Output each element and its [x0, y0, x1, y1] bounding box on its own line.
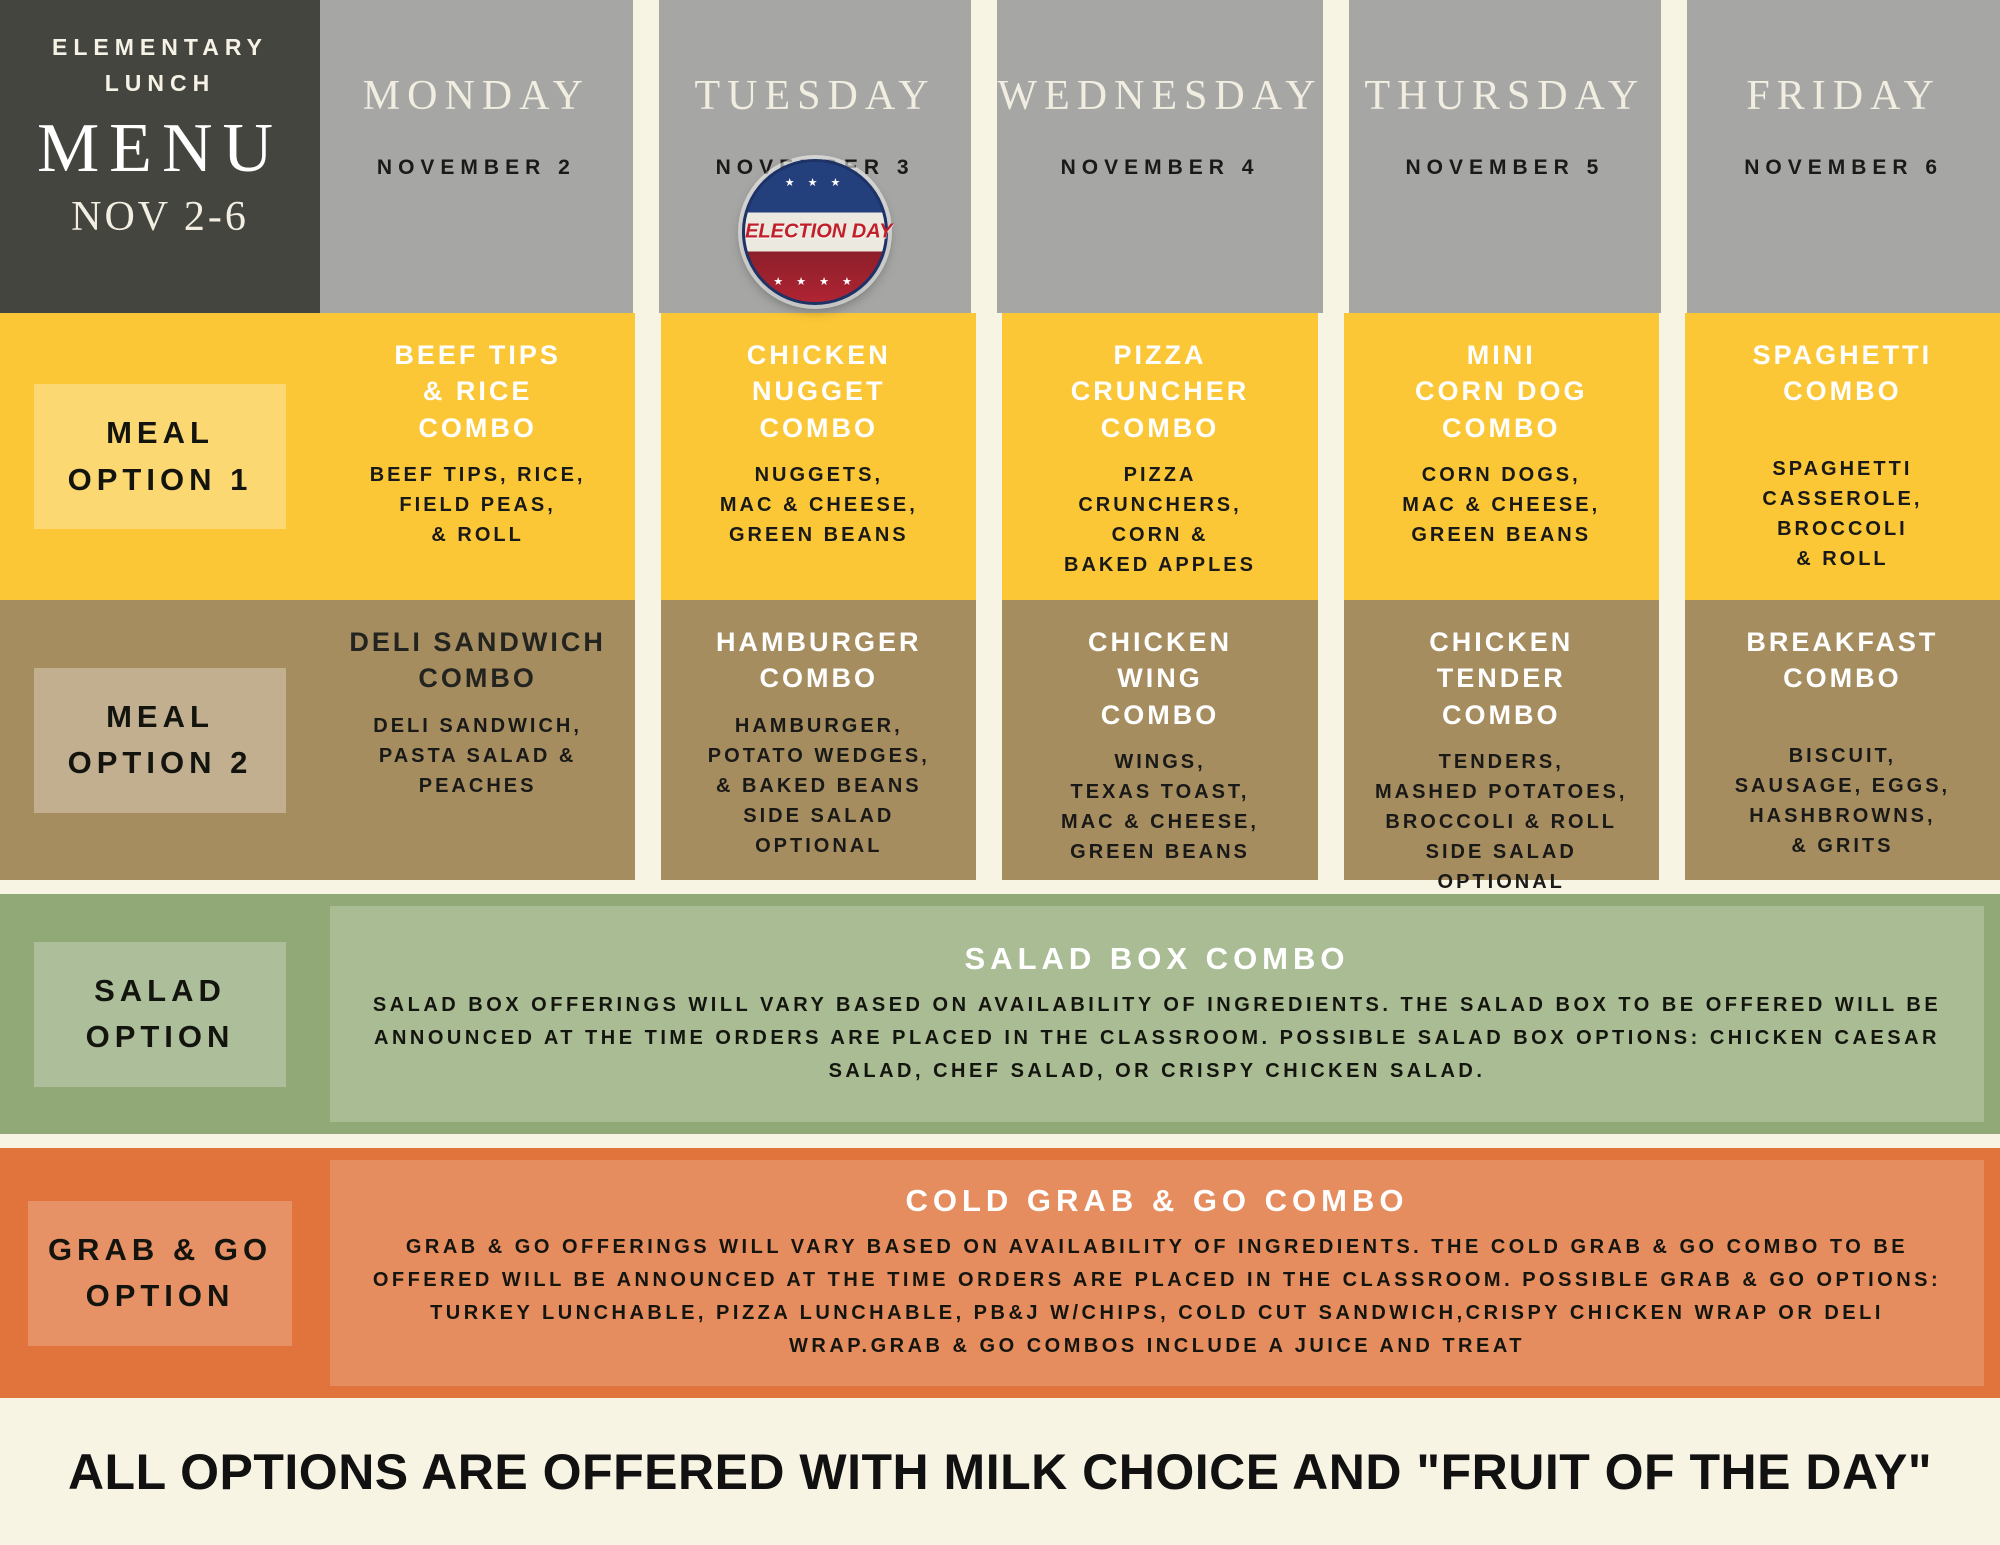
day-header-wednesday: WEDNESDAY NOVEMBER 4	[997, 0, 1323, 313]
meal2-monday-cell: DELI SANDWICH COMBO DELI SANDWICH, PASTA…	[320, 600, 636, 880]
salad-option-label-cell: SALAD OPTION	[0, 941, 320, 1087]
meal2-wednesday-cell: CHICKEN WING COMBO WINGS, TEXAS TOAST, M…	[1002, 600, 1318, 880]
menu-title-block: ELEMENTARY LUNCH MENU NOV 2-6	[0, 0, 320, 313]
combo-details: BEEF TIPS, RICE, FIELD PEAS, & ROLL	[369, 464, 586, 547]
row-divider	[0, 880, 2000, 894]
combo-title: CHICKEN NUGGET COMBO	[746, 340, 891, 443]
column-divider	[635, 600, 662, 880]
grab-and-go-description: GRAB & GO OFFERINGS WILL VARY BASED ON A…	[372, 1236, 1942, 1357]
row-divider	[0, 1134, 2000, 1148]
grab-and-go-row: GRAB & GO OPTION COLD GRAB & GO COMBO GR…	[0, 1148, 2000, 1398]
meal-option-2-label-cell: MEAL OPTION 2	[0, 600, 320, 880]
day-date: NOVEMBER 4	[1060, 156, 1260, 179]
combo-title: BREAKFAST COMBO	[1746, 627, 1939, 694]
combo-title: PIZZA CRUNCHER COMBO	[1070, 340, 1250, 443]
combo-title: DELI SANDWICH COMBO	[349, 627, 606, 694]
column-divider	[635, 313, 662, 600]
combo-title: HAMBURGER COMBO	[716, 627, 922, 694]
combo-details: NUGGETS, MAC & CHEESE, GREEN BEANS	[719, 464, 918, 547]
combo-details: SPAGHETTI CASSEROLE, BROCCOLI & ROLL	[1762, 457, 1923, 570]
combo-title: CHICKEN TENDER COMBO	[1429, 627, 1574, 730]
election-day-badge: ★ ★ ★ ELECTION DAY ★ ★ ★ ★	[742, 159, 893, 305]
day-name: THURSDAY	[1364, 73, 1646, 119]
grab-and-go-content: COLD GRAB & GO COMBO GRAB & GO OFFERINGS…	[330, 1160, 1984, 1386]
day-name: WEDNESDAY	[997, 73, 1323, 119]
day-name: TUESDAY	[694, 73, 936, 119]
meal2-tuesday-cell: HAMBURGER COMBO HAMBURGER, POTATO WEDGES…	[661, 600, 977, 880]
meal1-monday-cell: BEEF TIPS & RICE COMBO BEEF TIPS, RICE, …	[320, 313, 636, 600]
column-divider	[971, 0, 998, 313]
salad-option-label: SALAD OPTION	[34, 941, 286, 1087]
badge-stars-icon: ★ ★ ★	[784, 177, 846, 189]
day-date: NOVEMBER 5	[1405, 156, 1605, 179]
combo-details: WINGS, TEXAS TOAST, MAC & CHEESE, GREEN …	[1061, 751, 1259, 864]
combo-details: HAMBURGER, POTATO WEDGES, & BAKED BEANS …	[707, 714, 930, 857]
meal-option-1-row: MEAL OPTION 1 BEEF TIPS & RICE COMBO BEE…	[0, 313, 2000, 600]
combo-title: MINI CORN DOG COMBO	[1414, 340, 1588, 443]
combo-details: DELI SANDWICH, PASTA SALAD & PEACHES	[373, 714, 582, 797]
column-divider	[1658, 313, 1685, 600]
footer-row: ALL OPTIONS ARE OFFERED WITH MILK CHOICE…	[0, 1398, 2000, 1545]
column-divider	[976, 313, 1003, 600]
meal1-friday-cell: SPAGHETTI COMBO SPAGHETTI CASSEROLE, BRO…	[1684, 313, 2000, 600]
day-date: NOVEMBER 2	[376, 156, 576, 179]
day-header-friday: FRIDAY NOVEMBER 6	[1687, 0, 2000, 313]
day-header-monday: MONDAY NOVEMBER 2	[320, 0, 633, 313]
meal1-thursday-cell: MINI CORN DOG COMBO CORN DOGS, MAC & CHE…	[1343, 313, 1659, 600]
meal-option-1-label-cell: MEAL OPTION 1	[0, 313, 320, 600]
salad-option-row: SALAD OPTION SALAD BOX COMBO SALAD BOX O…	[0, 894, 2000, 1134]
meal-option-2-label: MEAL OPTION 2	[34, 667, 286, 813]
column-divider	[1317, 313, 1344, 600]
school-label: ELEMENTARY LUNCH	[52, 34, 268, 96]
combo-details: BISCUIT, SAUSAGE, EGGS, HASHBROWNS, & GR…	[1734, 744, 1951, 857]
column-divider	[1661, 0, 1688, 313]
meal2-thursday-cell: CHICKEN TENDER COMBO TENDERS, MASHED POT…	[1343, 600, 1659, 893]
week-header-row: ELEMENTARY LUNCH MENU NOV 2-6 MONDAY NOV…	[0, 0, 2000, 313]
combo-title: SPAGHETTI COMBO	[1752, 340, 1933, 407]
meal1-tuesday-cell: CHICKEN NUGGET COMBO NUGGETS, MAC & CHEE…	[661, 313, 977, 600]
combo-title: CHICKEN WING COMBO	[1088, 627, 1233, 730]
combo-details: TENDERS, MASHED POTATOES, BROCCOLI & ROL…	[1374, 751, 1628, 894]
column-divider	[1658, 600, 1685, 880]
day-date: NOVEMBER 6	[1744, 156, 1944, 179]
menu-date-range: NOV 2-6	[71, 194, 249, 241]
day-header-thursday: THURSDAY NOVEMBER 5	[1348, 0, 1662, 313]
grab-and-go-label-cell: GRAB & GO OPTION	[0, 1200, 320, 1346]
combo-details: CORN DOGS, MAC & CHEESE, GREEN BEANS	[1402, 464, 1601, 547]
column-divider	[1322, 0, 1349, 313]
day-header-tuesday: TUESDAY NOVEMBER 3 ★ ★ ★ ELECTION DAY ★ …	[658, 0, 972, 313]
milk-and-fruit-note: ALL OPTIONS ARE OFFERED WITH MILK CHOICE…	[67, 1443, 1933, 1500]
menu-title: MENU	[36, 110, 284, 188]
column-divider	[976, 600, 1003, 880]
meal2-friday-cell: BREAKFAST COMBO BISCUIT, SAUSAGE, EGGS, …	[1684, 600, 2000, 880]
combo-title: BEEF TIPS & RICE COMBO	[394, 340, 561, 443]
column-divider	[632, 0, 659, 313]
salad-box-content: SALAD BOX COMBO SALAD BOX OFFERINGS WILL…	[330, 906, 1984, 1122]
meal-option-2-row: MEAL OPTION 2 DELI SANDWICH COMBO DELI S…	[0, 600, 2000, 893]
grab-and-go-title: COLD GRAB & GO COMBO	[905, 1183, 1409, 1218]
day-name: MONDAY	[362, 73, 590, 119]
column-divider	[1317, 600, 1344, 880]
day-name: FRIDAY	[1746, 73, 1941, 119]
meal1-wednesday-cell: PIZZA CRUNCHER COMBO PIZZA CRUNCHERS, CO…	[1002, 313, 1318, 600]
meal-option-1-label: MEAL OPTION 1	[34, 384, 286, 529]
combo-details: PIZZA CRUNCHERS, CORN & BAKED APPLES	[1064, 464, 1256, 577]
salad-box-title: SALAD BOX COMBO	[964, 940, 1350, 976]
grab-and-go-label: GRAB & GO OPTION	[27, 1200, 293, 1346]
badge-stars-icon: ★ ★ ★ ★	[773, 276, 857, 288]
salad-box-description: SALAD BOX OFFERINGS WILL VARY BASED ON A…	[372, 993, 1942, 1082]
election-day-text: ELECTION DAY	[745, 220, 893, 243]
